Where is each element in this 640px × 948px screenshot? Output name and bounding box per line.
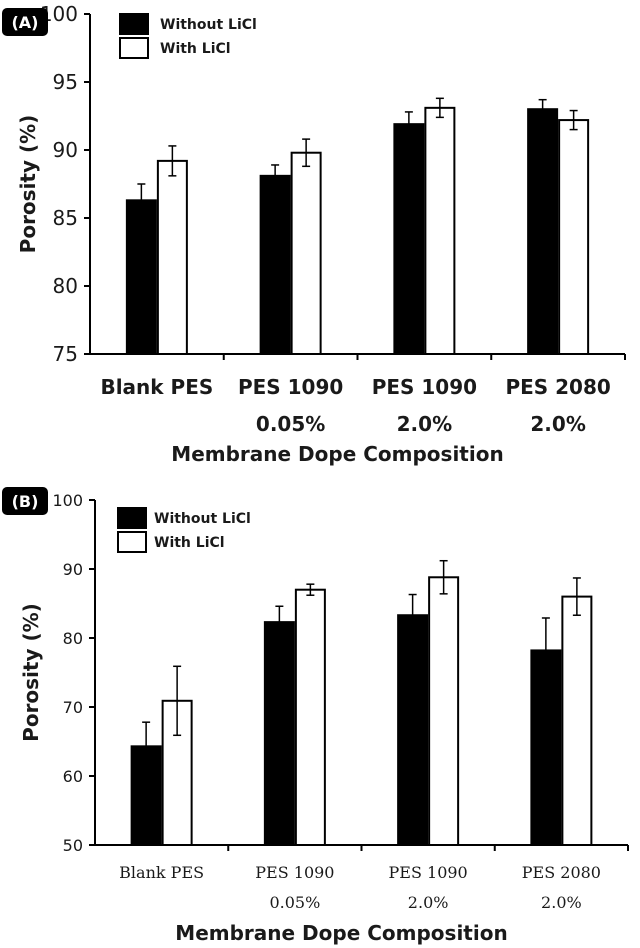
bar-without-licl bbox=[527, 108, 559, 355]
y-tick-label: 80 bbox=[63, 629, 83, 648]
x-tick-label: Blank PES bbox=[100, 375, 213, 399]
x-tick-label: PES 2080 bbox=[505, 375, 610, 399]
x-tick-label: PES 1090 bbox=[255, 863, 334, 882]
x-tick-label: 0.05% bbox=[269, 893, 320, 912]
y-tick-label: 85 bbox=[53, 206, 78, 230]
legend-label: With LiCl bbox=[160, 41, 231, 57]
y-tick-label: 60 bbox=[63, 767, 83, 786]
x-tick-label: 2.0% bbox=[530, 412, 585, 436]
bar-without-licl bbox=[259, 174, 291, 355]
legend-swatch bbox=[117, 507, 147, 529]
x-axis-title: Membrane Dope Composition bbox=[175, 921, 507, 945]
x-axis-title: Membrane Dope Composition bbox=[171, 442, 503, 466]
y-tick-label: 75 bbox=[53, 342, 78, 366]
bar-with-licl bbox=[428, 576, 460, 847]
panel-b: 50 60 70 80 90 100 Blank PES PES 1090 0.05% PES 1… bbox=[2, 487, 629, 945]
bar-without-licl bbox=[393, 123, 425, 355]
bar-without-licl bbox=[125, 199, 157, 355]
legend-swatch bbox=[119, 13, 149, 35]
bar-with-licl bbox=[156, 159, 188, 355]
y-tick-label: 50 bbox=[63, 836, 83, 855]
panel-label: (B) bbox=[12, 492, 39, 511]
x-tick-label: PES 1090 bbox=[372, 375, 477, 399]
x-tick-label: 0.05% bbox=[256, 412, 325, 436]
y-tick-label: 90 bbox=[53, 138, 78, 162]
x-tick-label: Blank PES bbox=[119, 863, 204, 882]
x-tick-label: 2.0% bbox=[408, 893, 449, 912]
legend-label: Without LiCl bbox=[154, 511, 251, 527]
bar-with-licl bbox=[424, 106, 456, 355]
bar-without-licl bbox=[263, 621, 295, 846]
y-tick-label: 80 bbox=[53, 274, 78, 298]
x-tick-label: 2.0% bbox=[397, 412, 452, 436]
x-tick-label: PES 2080 bbox=[522, 863, 601, 882]
legend-label: With LiCl bbox=[154, 535, 225, 551]
legend-label: Without LiCl bbox=[160, 17, 257, 33]
panel-label: (A) bbox=[11, 13, 38, 32]
bar-without-licl bbox=[397, 614, 429, 846]
bar-with-licl bbox=[294, 588, 326, 847]
y-axis-title: Porosity (%) bbox=[19, 603, 43, 742]
legend-swatch bbox=[117, 531, 147, 553]
y-tick-label: 90 bbox=[63, 560, 83, 579]
legend-swatch bbox=[119, 37, 149, 59]
x-tick-label: 2.0% bbox=[541, 893, 582, 912]
y-tick-label: 95 bbox=[53, 70, 78, 94]
panel-label-badge bbox=[2, 487, 48, 515]
bar-with-licl bbox=[558, 119, 590, 355]
bar-with-licl bbox=[561, 595, 593, 846]
x-tick-label: PES 1090 bbox=[238, 375, 343, 399]
bar-with-licl bbox=[290, 151, 322, 355]
x-tick-label: PES 1090 bbox=[389, 863, 468, 882]
y-tick-label: 70 bbox=[63, 698, 83, 717]
panel-label-badge bbox=[2, 8, 48, 36]
y-tick-label: 100 bbox=[52, 491, 83, 510]
y-axis-title: Porosity (%) bbox=[16, 115, 40, 254]
